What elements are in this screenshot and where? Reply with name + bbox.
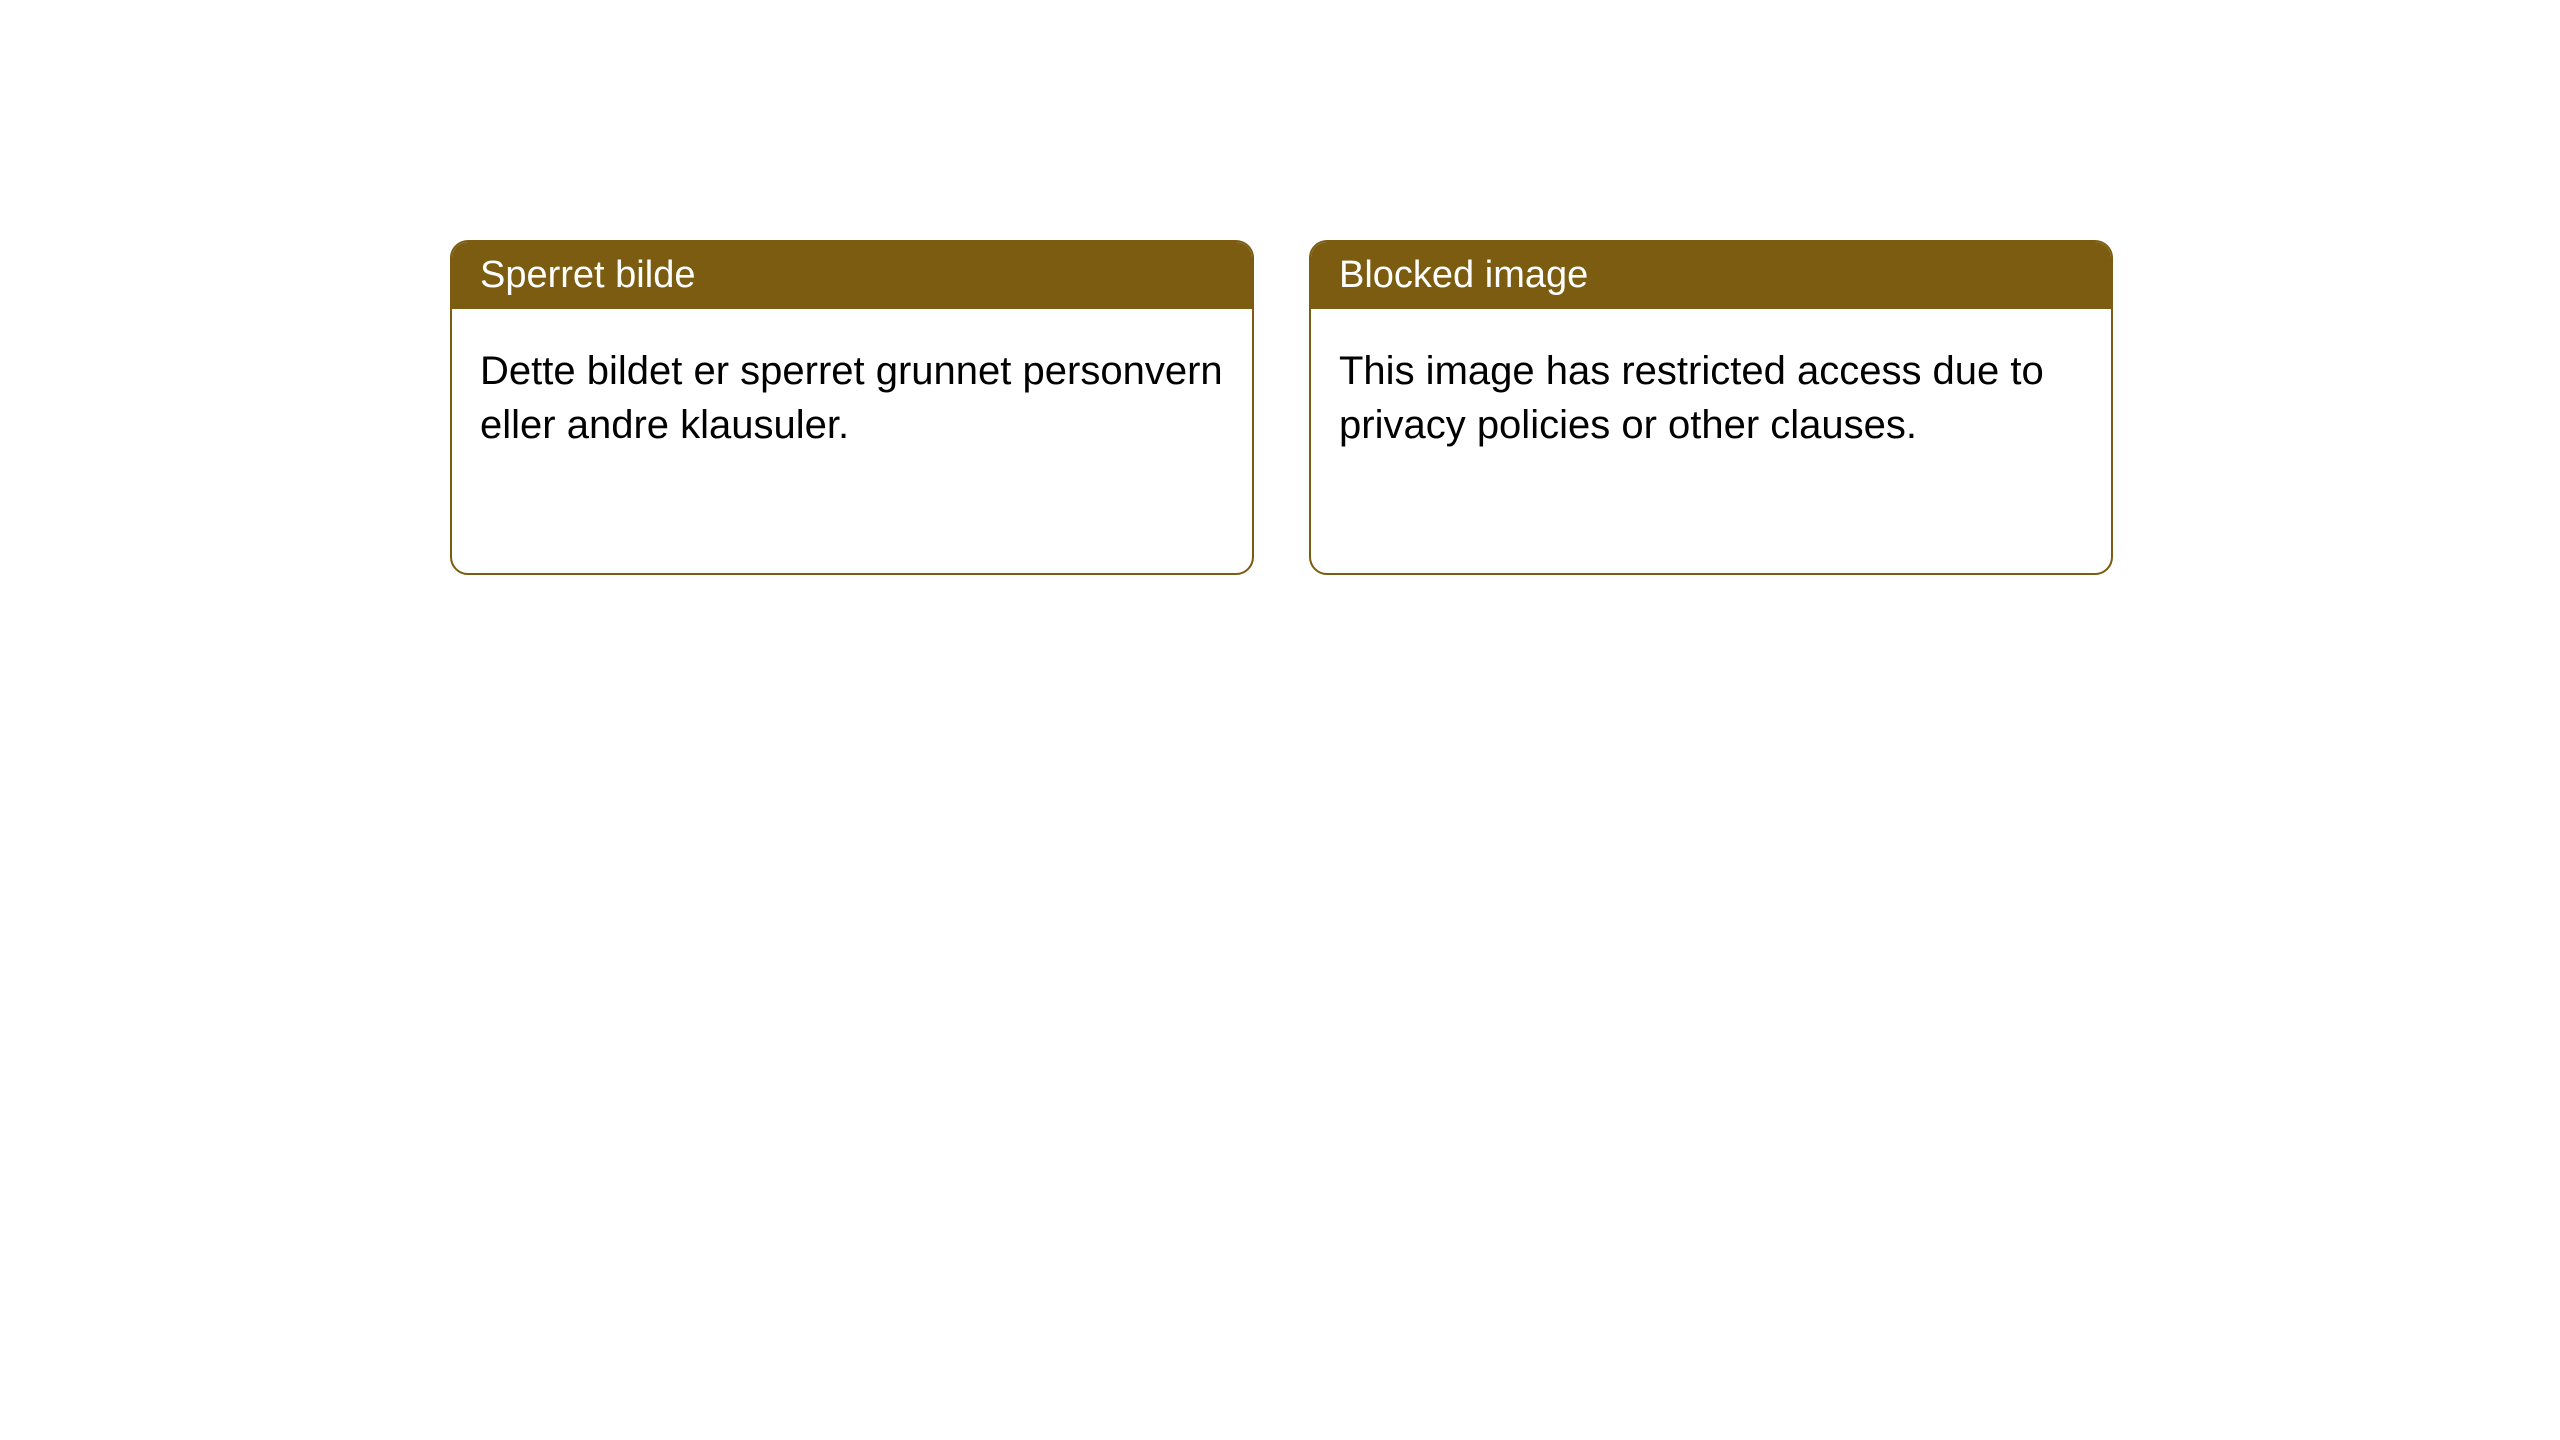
notice-card-header: Sperret bilde [452, 242, 1252, 309]
notice-title: Blocked image [1339, 254, 1588, 296]
notice-card-no: Sperret bilde Dette bildet er sperret gr… [450, 240, 1254, 575]
notice-container: Sperret bilde Dette bildet er sperret gr… [450, 240, 2113, 575]
notice-card-header: Blocked image [1311, 242, 2111, 309]
notice-body-text: Dette bildet er sperret grunnet personve… [480, 349, 1223, 447]
notice-card-en: Blocked image This image has restricted … [1309, 240, 2113, 575]
notice-card-body: Dette bildet er sperret grunnet personve… [452, 309, 1252, 487]
notice-body-text: This image has restricted access due to … [1339, 349, 2044, 447]
notice-card-body: This image has restricted access due to … [1311, 309, 2111, 487]
notice-title: Sperret bilde [480, 254, 695, 296]
